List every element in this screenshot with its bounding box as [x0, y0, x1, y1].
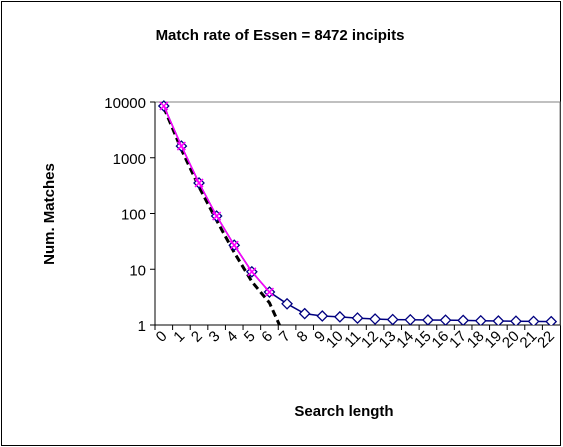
x-marker [229, 240, 239, 250]
diamond-marker [281, 297, 293, 310]
diamond-marker [351, 312, 364, 325]
y-tick-label: 1000 [113, 151, 146, 168]
x-marker [264, 287, 274, 297]
diamond-marker [439, 314, 452, 325]
plot [157, 100, 558, 325]
x-axis-label: Search length [294, 403, 393, 420]
x-marker [176, 141, 186, 151]
diamond-marker [545, 315, 558, 325]
diamond-marker [369, 313, 382, 325]
diamond-marker [510, 315, 522, 325]
y-tick-label: 1 [138, 318, 146, 335]
diamond-marker [386, 313, 399, 325]
diamond-marker [457, 314, 470, 325]
diamond-marker [527, 315, 540, 325]
x-marker [159, 101, 169, 111]
diamond-marker [474, 314, 487, 325]
y-tick-label: 100 [121, 207, 146, 224]
diamond-marker [404, 313, 417, 325]
x-marker [247, 267, 257, 277]
x-marker [212, 211, 222, 221]
diamond-marker [298, 307, 311, 320]
y-tick-label: 10000 [104, 95, 146, 112]
diamond-marker [492, 315, 505, 325]
series-line [162, 106, 282, 325]
y-tick-label: 10 [129, 262, 146, 279]
y-axis-label: Num. Matches [41, 163, 58, 265]
diamond-marker [333, 310, 346, 323]
diamond-marker [422, 314, 434, 325]
chart-title: Match rate of Essen = 8472 incipits [156, 27, 405, 44]
diamond-marker [316, 310, 329, 322]
x-marker [194, 178, 204, 188]
